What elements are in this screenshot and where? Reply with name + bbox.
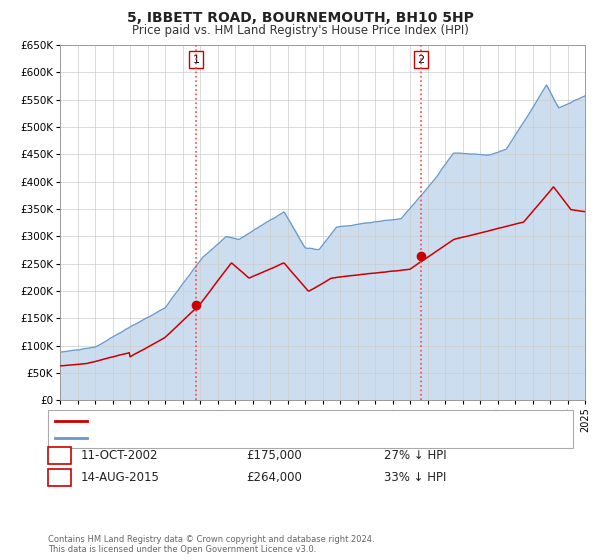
Text: 11-OCT-2002: 11-OCT-2002 [81, 449, 158, 462]
Text: 14-AUG-2015: 14-AUG-2015 [81, 471, 160, 484]
Text: 2: 2 [417, 55, 424, 65]
Text: 1: 1 [56, 449, 63, 462]
Text: £175,000: £175,000 [246, 449, 302, 462]
Text: £264,000: £264,000 [246, 471, 302, 484]
Text: 27% ↓ HPI: 27% ↓ HPI [384, 449, 446, 462]
Text: 5, IBBETT ROAD, BOURNEMOUTH, BH10 5HP: 5, IBBETT ROAD, BOURNEMOUTH, BH10 5HP [127, 11, 473, 25]
Text: 2: 2 [56, 471, 63, 484]
Text: HPI: Average price, detached house, Bournemouth Christchurch and Poole: HPI: Average price, detached house, Bour… [91, 433, 479, 443]
Text: 1: 1 [193, 55, 200, 65]
Text: Contains HM Land Registry data © Crown copyright and database right 2024.
This d: Contains HM Land Registry data © Crown c… [48, 535, 374, 554]
Text: 33% ↓ HPI: 33% ↓ HPI [384, 471, 446, 484]
Text: Price paid vs. HM Land Registry's House Price Index (HPI): Price paid vs. HM Land Registry's House … [131, 24, 469, 36]
Text: 5, IBBETT ROAD, BOURNEMOUTH, BH10 5HP (detached house): 5, IBBETT ROAD, BOURNEMOUTH, BH10 5HP (d… [91, 416, 417, 426]
